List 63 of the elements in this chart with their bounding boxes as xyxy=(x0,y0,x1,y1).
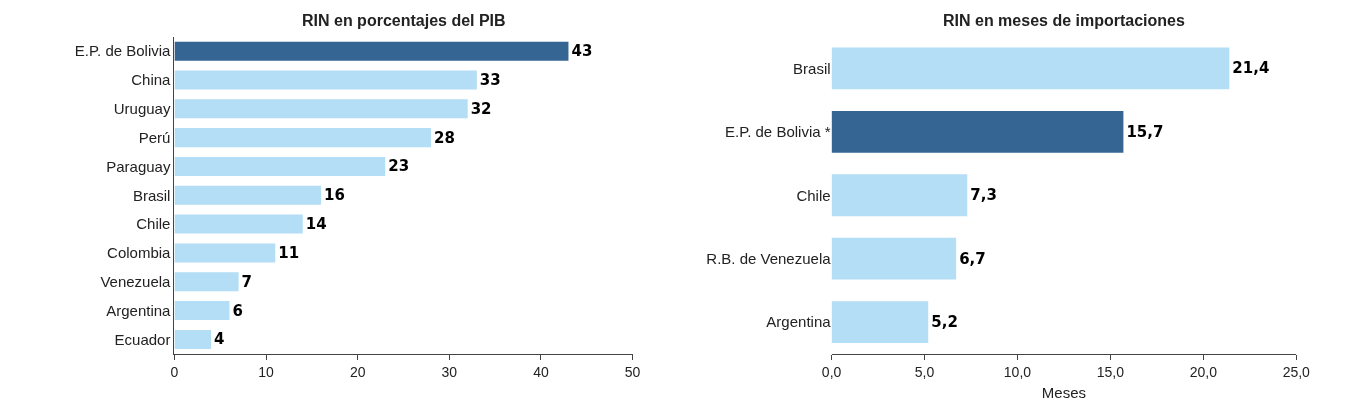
bar xyxy=(174,185,322,205)
x-tick-label: 20,0 xyxy=(1189,363,1218,380)
y-tick-label: Brasil xyxy=(793,59,831,77)
y-tick-label: China xyxy=(131,71,172,89)
y-tick-label: Paraguay xyxy=(106,157,171,175)
y-tick-label: Colombia xyxy=(107,244,172,262)
y-tick-label: Perú xyxy=(138,128,171,146)
x-tick-label: 50 xyxy=(624,363,641,380)
data-label: 32 xyxy=(470,99,492,118)
y-tick-label: Argentina xyxy=(106,301,172,319)
x-tick-label: 10 xyxy=(258,363,275,380)
bar xyxy=(174,128,432,148)
y-tick-label: E.P. de Bolivia * xyxy=(724,123,831,141)
bar xyxy=(174,99,468,119)
bar xyxy=(174,41,569,61)
x-tick-label: 15,0 xyxy=(1096,363,1125,380)
bar xyxy=(174,243,276,263)
x-tick-label: 0,0 xyxy=(821,363,842,380)
data-label: 15,7 xyxy=(1126,122,1164,141)
data-label: 6,7 xyxy=(959,249,986,268)
x-tick-label: 40 xyxy=(533,363,549,380)
data-label: 28 xyxy=(434,128,455,147)
y-tick-label: Chile xyxy=(796,186,831,204)
data-label: 14 xyxy=(305,215,327,234)
data-label: 4 xyxy=(214,330,225,349)
bar xyxy=(174,156,386,176)
bar xyxy=(174,214,303,234)
chart-title: RIN en meses de importaciones xyxy=(943,12,1185,29)
data-label: 7 xyxy=(241,272,253,291)
bar xyxy=(174,70,477,90)
data-label: 16 xyxy=(324,186,345,205)
y-tick-label: Uruguay xyxy=(113,100,171,118)
bar xyxy=(831,237,957,280)
y-tick-label: R.B. de Venezuela xyxy=(706,249,832,267)
y-tick-label: Ecuador xyxy=(114,330,171,348)
x-tick-label: 0 xyxy=(170,363,179,380)
chart-title: RIN en porcentajes del PIB xyxy=(302,12,506,29)
data-label: 11 xyxy=(278,243,300,262)
x-axis-title: Meses xyxy=(1041,383,1087,401)
bar xyxy=(831,174,968,217)
x-tick-label: 25,0 xyxy=(1282,363,1311,380)
data-label: 23 xyxy=(388,157,410,176)
x-tick-label: 30 xyxy=(441,363,458,380)
y-tick-label: Venezuela xyxy=(100,272,172,290)
data-label: 21,4 xyxy=(1232,59,1270,78)
bar xyxy=(831,301,929,344)
bar xyxy=(174,329,212,349)
x-tick-label: 5,0 xyxy=(914,363,935,380)
bar xyxy=(174,301,230,321)
y-tick-label: Brasil xyxy=(132,186,171,204)
bar xyxy=(174,272,239,292)
x-tick-label: 20 xyxy=(349,363,366,380)
data-label: 33 xyxy=(479,70,501,89)
y-tick-label: Chile xyxy=(136,215,171,233)
y-tick-label: Argentina xyxy=(766,313,832,331)
x-tick-label: 10,0 xyxy=(1003,363,1032,380)
data-label: 5,2 xyxy=(931,313,958,332)
bar xyxy=(831,47,1230,90)
data-label: 7,3 xyxy=(970,186,997,205)
y-tick-label: E.P. de Bolivia xyxy=(74,42,172,60)
data-label: 6 xyxy=(232,301,243,320)
bar xyxy=(831,110,1124,153)
data-label: 43 xyxy=(571,42,593,61)
